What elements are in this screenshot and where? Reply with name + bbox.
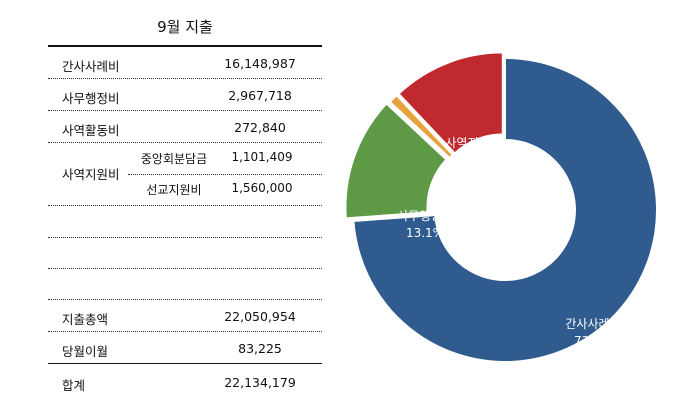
row-label: 지출총액 <box>62 312 109 327</box>
row-value: 16,148,987 <box>224 56 296 71</box>
slice-percent-label: 73.7% <box>574 334 612 348</box>
slice-label: 사무행정비 <box>397 208 452 223</box>
slice-percent-label: 12% <box>460 153 487 167</box>
table-row: 간사사례비 16,148,987 <box>48 47 322 79</box>
slice-label: 사역활동비 <box>432 185 487 199</box>
donut-slice <box>388 93 455 160</box>
carryover-row: 당월이월 83,225 <box>48 332 322 364</box>
slice-percent-label: 1.0% <box>445 202 476 216</box>
slice-label: 사역지원비 <box>445 136 500 150</box>
row-value: 2,967,718 <box>228 88 292 103</box>
row-label: 사역활동비 <box>62 123 120 138</box>
sub-row-value: 1,101,409 <box>231 150 293 164</box>
sub-row-value: 1,560,000 <box>231 181 293 195</box>
table-row: 사역활동비 272,840 <box>48 111 322 143</box>
group-label: 사역지원비 <box>62 167 120 182</box>
donut-chart: 간사사례비 73.7% 사무행정비 13.1% 사역활동비 1.0% 사역지원비 12% <box>344 51 658 363</box>
table-title: 9월 지출 <box>157 18 213 36</box>
row-label: 합계 <box>62 378 86 393</box>
empty-row <box>48 268 322 300</box>
empty-row <box>48 206 322 238</box>
row-value: 22,134,179 <box>224 375 296 390</box>
total-spend-row: 지출총액 22,050,954 <box>48 300 322 332</box>
group-row <box>48 143 322 206</box>
sub-row: 선교지원비 1,560,000 <box>128 174 322 205</box>
sub-row-label: 중앙회분담금 <box>140 152 208 166</box>
row-value: 272,840 <box>234 120 286 135</box>
empty-row <box>48 237 322 269</box>
slice-percent-label: 13.1% <box>406 226 444 240</box>
row-label: 당월이월 <box>62 344 109 359</box>
table-row: 사무행정비 2,967,718 <box>48 79 322 111</box>
row-label: 간사사례비 <box>62 59 120 74</box>
sum-row: 합계 22,134,179 <box>48 366 322 397</box>
sub-row: 중앙회분담금 1,101,409 <box>128 143 322 175</box>
sub-row-label: 선교지원비 <box>146 183 202 197</box>
donut-slice <box>352 56 658 363</box>
row-value: 83,225 <box>238 341 282 356</box>
title-divider <box>48 45 322 47</box>
slice-label: 간사사례비 <box>565 317 620 331</box>
row-label: 사무행정비 <box>62 91 120 106</box>
donut-slice <box>397 51 504 155</box>
row-value: 22,050,954 <box>224 309 296 324</box>
donut-slice <box>344 102 448 220</box>
